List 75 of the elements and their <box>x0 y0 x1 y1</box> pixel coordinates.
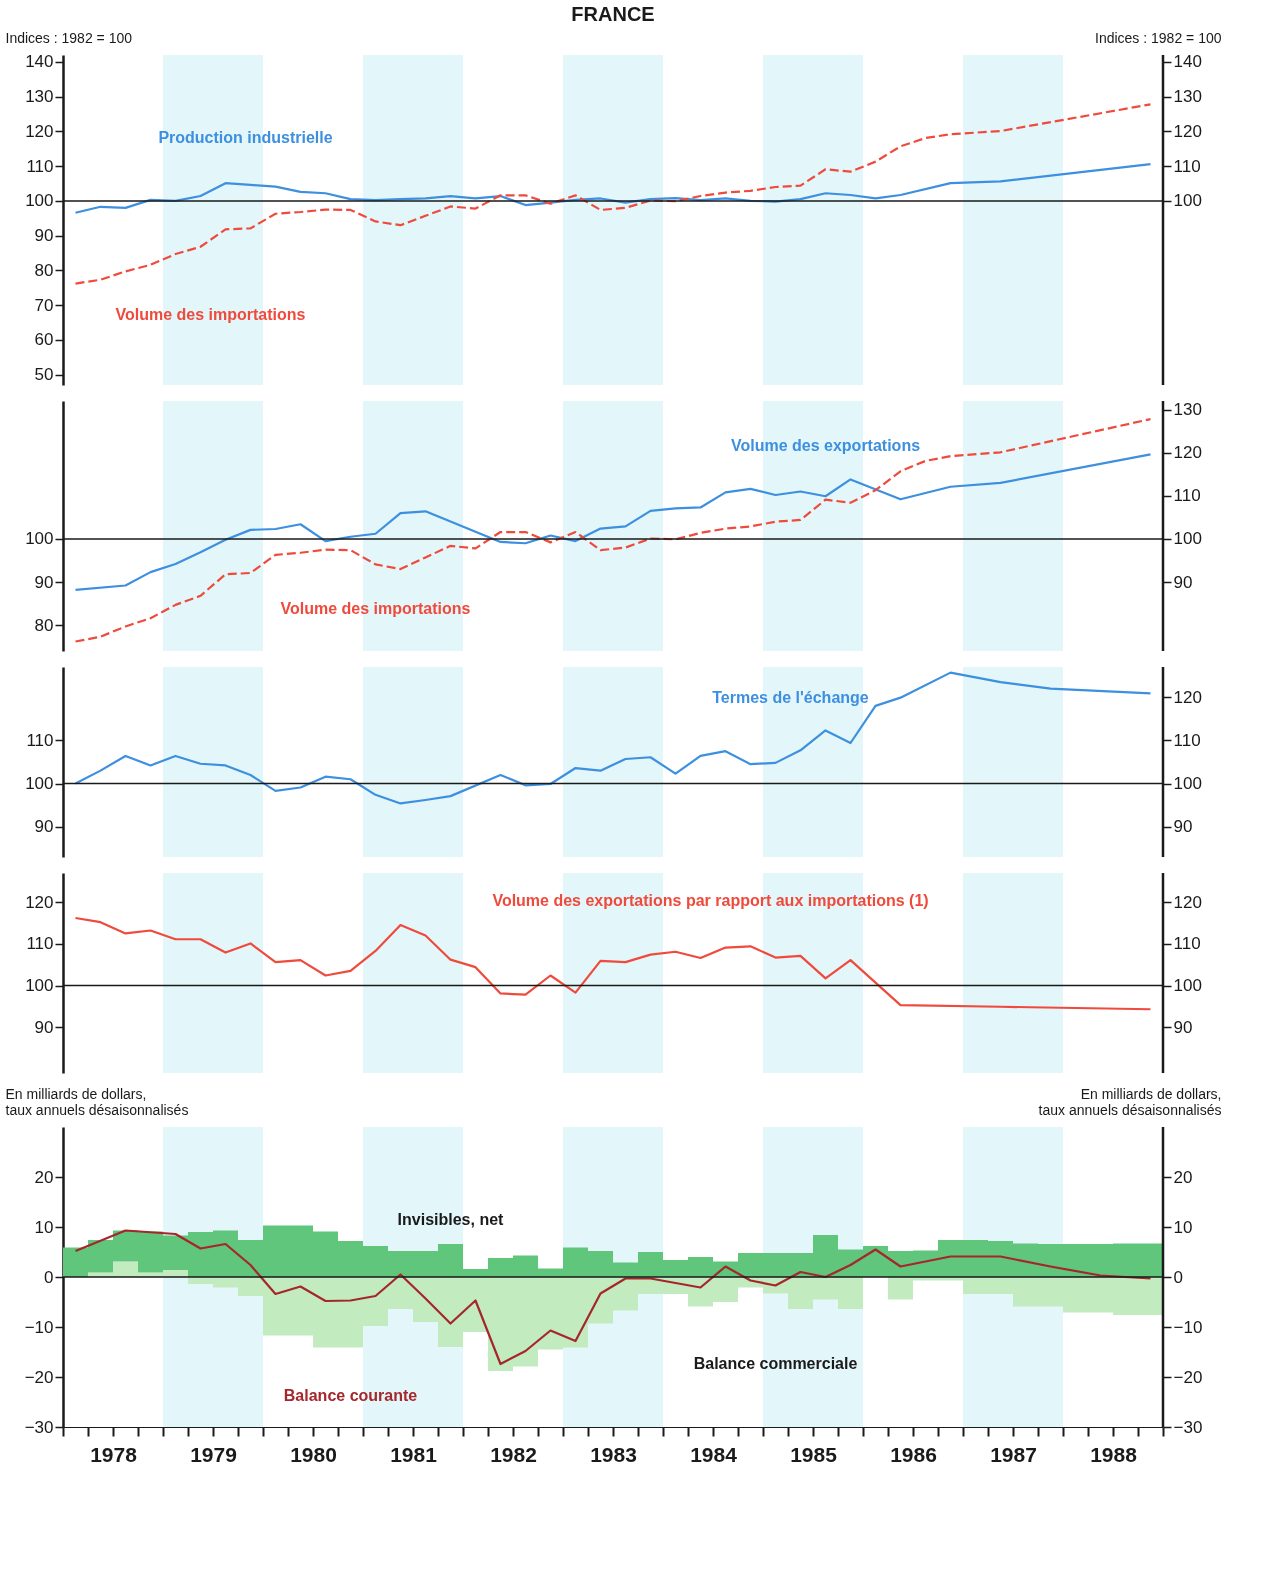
y-tick-label: 90 <box>34 572 54 592</box>
text: Balance courante <box>283 1386 418 1404</box>
x-tick-label: 1982 <box>490 1442 537 1466</box>
y-tick-label: 70 <box>34 295 54 315</box>
x-tick-label: 1986 <box>890 1442 937 1466</box>
y-tick-label: 100 <box>25 774 54 794</box>
y2-tick-label: 100 <box>1173 976 1202 995</box>
x-tick-label: 1980 <box>290 1442 337 1466</box>
y2-tick-label: 100 <box>1173 191 1202 211</box>
series-label: Invisibles, net <box>397 1211 505 1228</box>
x-tick-label: 1978 <box>90 1442 138 1466</box>
x-tick-label: 1981 <box>390 1442 438 1466</box>
y-tick-label: −30 <box>24 1417 54 1437</box>
y2-tick-label: 130 <box>1173 400 1202 420</box>
y2-axis-title: En milliards de dollars, taux annuels désaisonnalisés <box>1038 1085 1222 1118</box>
y-tick-label: 120 <box>25 121 54 141</box>
y-tick-label: 110 <box>26 730 54 750</box>
y-tick-label: 120 <box>25 892 54 912</box>
y2-tick-label: 100 <box>1173 529 1202 549</box>
text: Volume des importations <box>280 600 471 618</box>
x-tick-label: 1983 <box>590 1442 637 1466</box>
y-axis-title: En milliards de dollars, taux annuels désaisonnalisés <box>5 1085 189 1118</box>
y2-tick-label: 110 <box>1173 730 1201 750</box>
y2-tick-label: 90 <box>1173 817 1193 837</box>
y-tick-label: 60 <box>34 330 54 350</box>
y-tick-label: 100 <box>25 529 54 549</box>
y2-tick-label: 130 <box>1173 87 1202 107</box>
x-tick-label: 1984 <box>690 1442 738 1466</box>
text: Production industrielle <box>158 129 333 147</box>
x-tick-label: 1985 <box>790 1442 838 1466</box>
y2-tick-label: 120 <box>1173 121 1202 141</box>
y-tick-label: 100 <box>25 191 54 211</box>
y-tick-label: 110 <box>26 934 54 954</box>
y2-tick-label: 110 <box>1173 934 1201 954</box>
y2-tick-label: 120 <box>1173 443 1202 463</box>
y-tick-label: 140 <box>25 52 54 72</box>
y-tick-label: 50 <box>34 365 54 385</box>
y-tick-label: 80 <box>34 260 54 280</box>
y-tick-label: 90 <box>34 817 54 837</box>
y2-tick-label: −10 <box>1173 1317 1203 1337</box>
y-tick-label: −10 <box>24 1317 54 1337</box>
text: Volume des exportations par rapport aux importations (1) <box>492 892 929 910</box>
y2-tick-label: −20 <box>1173 1367 1203 1387</box>
y2-tick-label: 140 <box>1173 52 1202 72</box>
y2-tick-label: 20 <box>1173 1167 1193 1187</box>
y-tick-label: 100 <box>25 976 54 995</box>
y-axis-title: Indices : 1982 = 100 <box>5 29 133 46</box>
y2-tick-label: 10 <box>1173 1217 1193 1237</box>
y-tick-label: −20 <box>24 1367 54 1387</box>
y2-axis-title: Indices : 1982 = 100 <box>1095 29 1222 46</box>
y-tick-label: 90 <box>34 226 54 246</box>
y-tick-label: 90 <box>34 1017 54 1037</box>
y2-tick-label: 110 <box>1173 486 1201 506</box>
y-tick-label: 130 <box>25 87 54 107</box>
x-tick-label: 1988 <box>1090 1442 1138 1466</box>
text: Balance commerciale <box>693 1355 858 1372</box>
chart-title: FRANCE <box>571 3 655 25</box>
y-tick-label: 80 <box>34 615 54 635</box>
y2-tick-label: 110 <box>1173 156 1201 176</box>
y2-tick-label: 120 <box>1173 892 1202 912</box>
y2-tick-label: 90 <box>1173 572 1193 592</box>
y2-tick-label: 0 <box>1173 1267 1183 1287</box>
x-tick-label: 1979 <box>190 1442 237 1466</box>
y2-tick-label: 100 <box>1173 774 1202 794</box>
x-tick-label: 1987 <box>990 1442 1037 1466</box>
y2-tick-label: −30 <box>1173 1417 1203 1437</box>
text: Volume des exportations <box>730 437 921 455</box>
y-tick-label: 20 <box>34 1167 54 1187</box>
series-label: Volume des importations <box>115 305 306 323</box>
y-tick-label: 10 <box>34 1217 54 1237</box>
y2-tick-label: 120 <box>1173 687 1202 707</box>
y2-tick-label: 90 <box>1173 1017 1193 1037</box>
y-tick-label: 0 <box>44 1267 54 1287</box>
series-label: Termes de l'échange <box>712 689 869 706</box>
y-tick-label: 110 <box>26 156 54 176</box>
